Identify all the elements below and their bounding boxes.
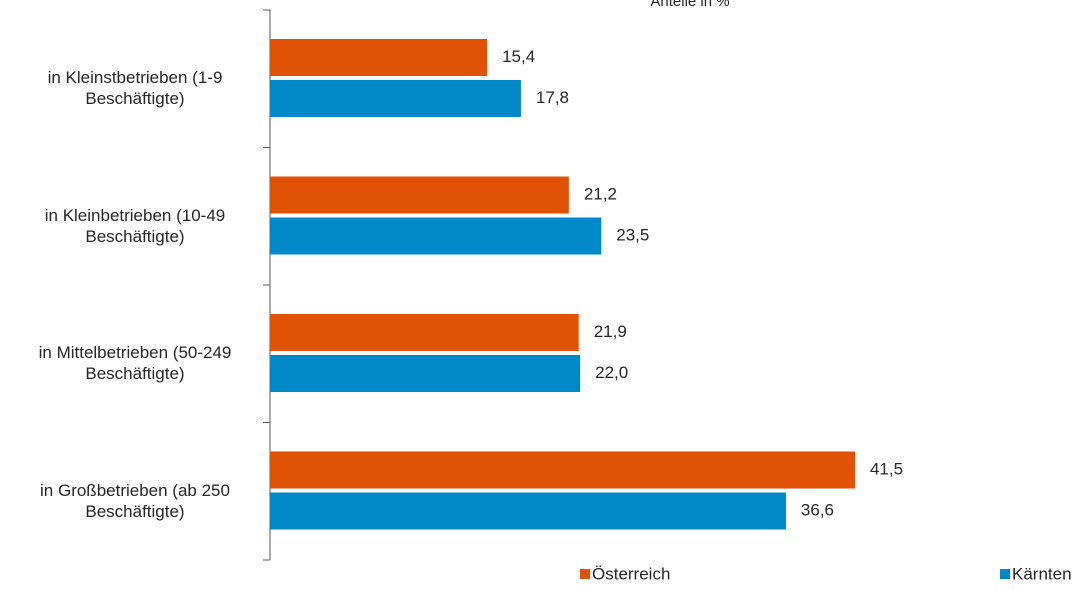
value-label: 22,0 [595,363,628,382]
value-label: 41,5 [870,459,903,478]
value-label: 15,4 [502,47,535,66]
category-label: in Mittelbetrieben (50-249 Beschäftigte) [38,343,232,383]
legend-label: Österreich [592,564,670,583]
legend-swatch [1000,569,1010,579]
value-label: 23,5 [616,225,649,244]
value-label: 21,9 [594,322,627,341]
legend-label: Kärnten [1012,564,1072,583]
bar [270,355,581,392]
bar [270,176,569,214]
value-label: 17,8 [536,88,569,107]
legend-swatch [580,569,590,579]
bar [270,217,602,255]
bar [270,314,579,351]
chart-title: Anteile in % [650,0,729,10]
category-label: in Großbetrieben (ab 250 Beschäftigte) [40,480,230,521]
bar [270,80,521,117]
category-label: in Kleinstbetrieben (1-9 Beschäftigte) [47,68,223,108]
value-label: 36,6 [801,500,834,519]
bar [270,39,488,76]
value-label: 21,2 [584,184,617,203]
category-label: in Kleinbetrieben (10-49 Beschäftigte) [44,205,226,246]
bar [270,492,786,530]
bar [270,451,855,489]
